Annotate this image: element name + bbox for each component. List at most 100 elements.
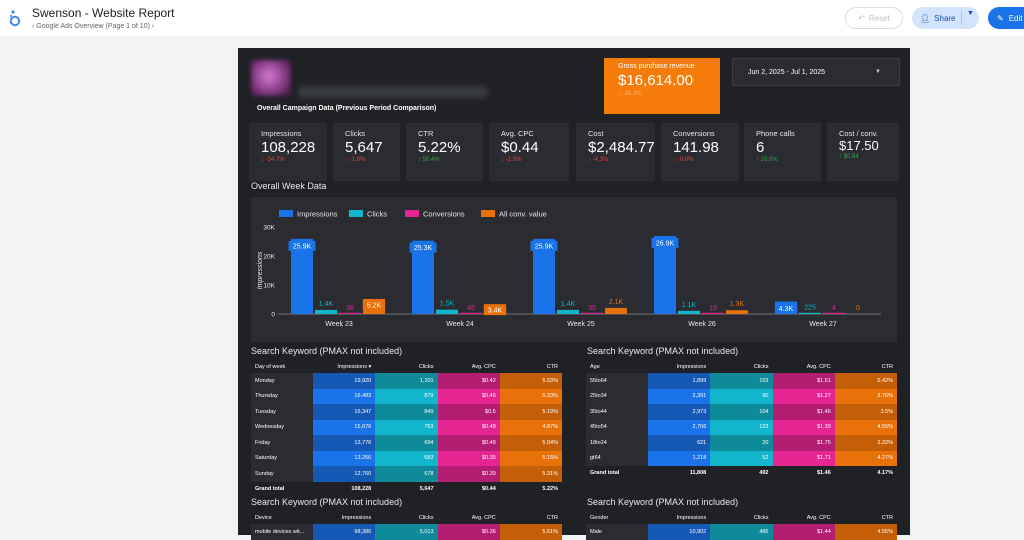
day-of-week-table[interactable]: Day of week Impressions ▾ Clicks Avg. CPC CT…: [251, 361, 562, 496]
kpi-delta: ↓ -2.5%: [501, 157, 522, 163]
client-logo: [251, 60, 291, 96]
share-button[interactable]: 👤︎ Share ▼: [912, 7, 979, 29]
table-row[interactable]: Thursday 16,483 879 $0.46 5.33%: [251, 388, 562, 404]
table-row[interactable]: Monday 19,920 1,101 $0.42 5.53%: [251, 373, 562, 389]
column-header[interactable]: Impressions: [313, 512, 376, 524]
column-header[interactable]: Impressions: [648, 361, 711, 373]
table-cell: 13,776: [313, 435, 376, 451]
kpi-delta: ↑ $0.84: [839, 154, 859, 160]
table-cell: Wednesday: [255, 424, 284, 431]
column-header[interactable]: Gender: [586, 512, 648, 524]
age-table[interactable]: Age Impressions Clicks Avg. CPC CTR 55to64 1,8…: [586, 361, 897, 480]
column-header[interactable]: Impressions: [648, 512, 711, 524]
gross-revenue-scorecard[interactable]: Gross purchase revenue $16,614.00 ↓ -39.…: [604, 58, 720, 114]
legend-label: Impressions: [297, 210, 338, 219]
kpi-card-conversions[interactable]: Conversions 141.98 ↓ -9.0%: [661, 123, 739, 181]
kpi-card-avg-cpc[interactable]: Avg. CPC $0.44 ↓ -2.5%: [489, 123, 569, 181]
table-row[interactable]: Wednesday 15,676 763 $0.48 4.87%: [251, 419, 562, 435]
column-header[interactable]: Day of week: [251, 361, 313, 373]
date-range-picker[interactable]: Jun 2, 2025 - Jul 1, 2025 ▼: [732, 58, 900, 86]
column-header[interactable]: Clicks: [375, 361, 438, 373]
table-cell: 20: [710, 435, 773, 451]
table-row[interactable]: 55to64 1,899 103 $1.51 5.42%: [586, 373, 897, 389]
total-cell: 492: [710, 466, 773, 480]
table-row[interactable]: Tuesday 16,347 849 $0.5 5.19%: [251, 404, 562, 420]
kpi-card-cost-conv[interactable]: Cost / conv. $17.50 ↑ $0.84: [827, 123, 899, 181]
next-page-icon[interactable]: ›: [151, 23, 155, 30]
column-header[interactable]: Avg. CPC: [772, 361, 835, 373]
table-row[interactable]: 45to54 2,706 123 $1.39 4.55%: [586, 419, 897, 435]
table-cell: 10,902: [648, 524, 711, 540]
column-header[interactable]: Avg. CPC: [437, 512, 500, 524]
total-cell: 4.17%: [834, 466, 897, 480]
kpi-value: $0.44: [501, 139, 539, 156]
table-cell: 621: [648, 435, 711, 451]
kpi-card-clicks[interactable]: Clicks 5,647 ↓ -1.8%: [333, 123, 400, 181]
table-cell: Monday: [255, 377, 275, 384]
column-header[interactable]: CTR: [834, 361, 897, 373]
kpi-card-impressions[interactable]: Impressions 108,228 ↓ -34.7%: [249, 123, 327, 181]
data-label-bg: [288, 240, 316, 251]
data-label: 26.9K: [656, 240, 675, 247]
edit-button[interactable]: ✎ Edit: [988, 7, 1024, 29]
table-row[interactable]: mobile devices wit... 98,386 5,013 $0.36 5.5…: [251, 524, 562, 540]
table-row[interactable]: 18to24 621 20 $1.75 3.22%: [586, 435, 897, 451]
table-cell: 19,920: [313, 373, 376, 389]
share-dropdown-icon[interactable]: ▼: [967, 10, 974, 17]
kpi-delta: ↓ -4.3%: [588, 157, 609, 163]
column-header[interactable]: Clicks: [710, 361, 773, 373]
table-cell: 3.76%: [834, 388, 897, 404]
table-row[interactable]: Male 10,902 485 $1.44 4.55%: [586, 524, 897, 540]
page-navigator[interactable]: ‹ Google Ads Overview (Page 1 of 10) ›: [32, 23, 154, 30]
kpi-card-phone-calls[interactable]: Phone calls 6 ↑ 20.0%: [744, 123, 821, 181]
column-header[interactable]: CTR: [499, 512, 562, 524]
data-label: 3.4K: [488, 308, 503, 315]
x-tick-label: Week 25: [567, 321, 595, 328]
column-header[interactable]: Avg. CPC: [437, 361, 500, 373]
table-cell: Male: [590, 528, 602, 535]
kpi-label: Cost / conv.: [839, 129, 879, 138]
grand-total-row: Grand total 11,808 492 $1.46 4.17%: [586, 466, 897, 480]
bar-impressions-1: [412, 240, 434, 314]
table-cell: 5.15%: [499, 450, 562, 466]
date-range-label: Jun 2, 2025 - Jul 1, 2025: [748, 68, 826, 76]
column-header[interactable]: Clicks: [710, 512, 773, 524]
page-indicator[interactable]: Google Ads Overview (Page 1 of 10): [36, 23, 150, 30]
column-header[interactable]: CTR: [499, 361, 562, 373]
table-cell: $0.35: [437, 450, 500, 466]
x-tick-label: Week 26: [688, 321, 716, 328]
column-header[interactable]: Avg. CPC: [772, 512, 835, 524]
table-row[interactable]: 35to44 2,973 104 $1.46 3.5%: [586, 404, 897, 420]
kpi-card-ctr[interactable]: CTR 5.22% ↑ 50.4%: [406, 123, 483, 181]
table-row[interactable]: 25to34 2,391 90 $1.27 3.76%: [586, 388, 897, 404]
column-header[interactable]: Impressions ▾: [313, 361, 376, 373]
gender-table[interactable]: Gender Impressions Clicks Avg. CPC CTR Male 10…: [586, 512, 897, 540]
table-cell: $1.27: [772, 388, 835, 404]
column-header[interactable]: Device: [251, 512, 313, 524]
kpi-value: 5,647: [345, 139, 383, 156]
table-row[interactable]: Friday 13,776 694 $0.48 5.04%: [251, 435, 562, 451]
table-row[interactable]: gt64 1,218 52 $1.71 4.27%: [586, 450, 897, 466]
table-cell: 18to24: [590, 439, 607, 446]
device-table[interactable]: Device Impressions Clicks Avg. CPC CTR mobile…: [251, 512, 562, 540]
table-row[interactable]: Saturday 13,266 683 $0.35 5.15%: [251, 450, 562, 466]
column-header[interactable]: Clicks: [375, 512, 438, 524]
table-cell: 4.27%: [834, 450, 897, 466]
table-row[interactable]: Sunday 12,760 678 $0.39 5.31%: [251, 466, 562, 482]
reset-button[interactable]: ↶ Reset: [845, 7, 903, 29]
column-header[interactable]: CTR: [834, 512, 897, 524]
prev-page-icon[interactable]: ‹: [32, 23, 35, 30]
looker-studio-logo-icon[interactable]: [8, 9, 22, 27]
column-header[interactable]: Age: [586, 361, 648, 373]
y-tick-label: 30K: [263, 225, 275, 232]
gross-revenue-delta: ↓ -39.3%: [618, 91, 642, 97]
bar-clicks-3: [678, 310, 700, 314]
week-bar-chart[interactable]: Impressions Clicks Conversions All conv. va…: [251, 197, 897, 342]
kpi-label: Impressions: [261, 129, 302, 138]
kpi-card-cost[interactable]: Cost $2,484.77 ↓ -4.3%: [576, 123, 655, 181]
legend-swatch-2: [405, 210, 419, 217]
table-cell: Friday: [255, 439, 271, 446]
total-cell: 11,808: [648, 466, 711, 480]
total-cell: 108,228: [313, 481, 376, 496]
report-title[interactable]: Swenson - Website Report: [32, 6, 175, 20]
